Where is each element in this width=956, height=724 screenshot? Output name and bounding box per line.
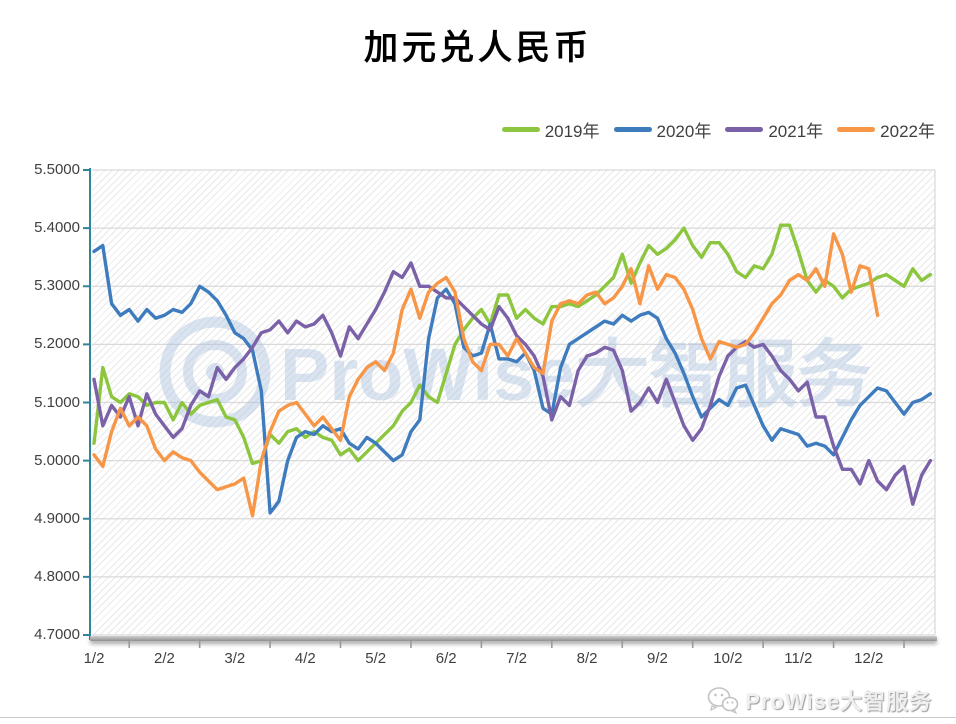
y-axis-label: 5.3000 — [34, 277, 80, 295]
bottom-border — [0, 717, 956, 718]
x-axis-label: 3/2 — [224, 650, 246, 667]
x-axis-label: 1/2 — [83, 650, 105, 667]
y-axis-label: 5.4000 — [34, 219, 80, 237]
x-axis-label: 2/2 — [153, 650, 175, 667]
x-axis-label: 8/2 — [576, 650, 598, 667]
legend-item-2021年: 2021年 — [725, 117, 823, 142]
y-axis-label: 4.9000 — [34, 509, 80, 527]
legend-label: 2021年 — [768, 122, 824, 141]
y-axis-label: 5.1000 — [34, 393, 80, 411]
legend-item-2020年: 2020年 — [613, 117, 712, 142]
legend-item-2019年: 2019年 — [501, 117, 600, 142]
y-axis-label: 5.2000 — [34, 335, 80, 353]
x-axis-label: 11/2 — [784, 650, 813, 667]
legend-item-2022年: 2022年 — [837, 117, 935, 142]
x-axis-label: 10/2 — [713, 650, 743, 667]
y-axis-line — [89, 168, 91, 640]
x-axis-label: 6/2 — [435, 650, 457, 667]
y-axis-label: 5.5000 — [34, 161, 80, 178]
footer-brand: ProWise大智服务 — [707, 684, 932, 716]
x-axis-label: 9/2 — [647, 650, 668, 667]
chart-title: 加元兑人民币 — [364, 30, 592, 67]
plot-area — [92, 170, 935, 635]
footer-brand-text: ProWise大智服务 — [745, 689, 932, 714]
legend-swatch — [725, 127, 764, 132]
y-axis-label: 4.8000 — [34, 567, 80, 585]
y-axis-label: 4.7000 — [34, 626, 80, 643]
x-axis-label: 4/2 — [294, 650, 316, 667]
legend-swatch — [501, 127, 540, 132]
legend-swatch — [613, 127, 652, 132]
legend-label: 2020年 — [656, 122, 712, 141]
legend: 2019年 2020年 2021年 2022年 — [501, 117, 935, 142]
x-axis-label: 7/2 — [506, 650, 528, 667]
legend-swatch — [837, 127, 876, 132]
wechat-icon — [707, 687, 739, 714]
legend-label: 2019年 — [544, 122, 600, 141]
x-axis-label: 5/2 — [365, 650, 387, 667]
y-axis-label: 5.0000 — [34, 451, 80, 469]
x-axis-bar — [90, 636, 937, 641]
legend-label: 2022年 — [880, 122, 935, 141]
x-axis-label: 12/2 — [854, 650, 884, 667]
